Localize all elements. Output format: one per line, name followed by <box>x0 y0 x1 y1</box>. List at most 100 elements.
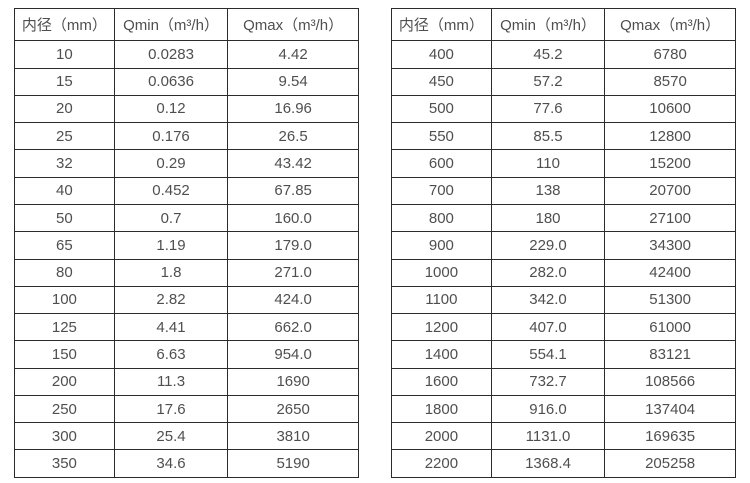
table-cell: 800 <box>391 203 492 233</box>
table-cell: 1000 <box>391 258 492 287</box>
table-cell: 700 <box>391 176 492 205</box>
table-cell: 229.0 <box>490 231 606 260</box>
table-row: 900 229.0 34300 <box>391 231 736 260</box>
table-cell: 169635 <box>604 422 736 451</box>
table-cell: 85.5 <box>490 122 606 151</box>
table-cell: 1200 <box>391 313 492 342</box>
table-cell: 11.3 <box>113 367 229 396</box>
table-cell: 25.4 <box>113 422 229 451</box>
table-row: 20 0.12 16.96 <box>14 94 359 124</box>
table-cell: 2000 <box>391 422 492 451</box>
table-cell: 0.29 <box>113 149 229 178</box>
table-row: 1200 407.0 61000 <box>391 313 736 342</box>
table-cell: 4.41 <box>113 313 229 342</box>
table-cell: 250 <box>14 394 115 424</box>
table-row: 50 0.7 160.0 <box>14 203 359 233</box>
table-row: 2000 1131.0 169635 <box>391 422 736 451</box>
table-row: 1600 732.7 108566 <box>391 367 736 396</box>
table-row: 10 0.0283 4.42 <box>14 40 359 69</box>
table-row: 1000 282.0 42400 <box>391 258 736 287</box>
table-cell: 0.176 <box>113 122 229 151</box>
flow-table-left: 内径（mm） Qmin（m³/h） Qmax（m³/h） 10 0.0283 4.42 15… <box>14 7 359 478</box>
table-cell: 138 <box>490 176 606 205</box>
table-cell: 61000 <box>604 313 736 342</box>
table-cell: 27100 <box>604 203 736 233</box>
table-row: 32 0.29 43.42 <box>14 149 359 178</box>
table-cell: 20 <box>14 94 115 124</box>
header-cell: Qmax（m³/h） <box>227 7 359 42</box>
table-cell: 15200 <box>604 149 736 178</box>
table-row: 1800 916.0 137404 <box>391 394 736 424</box>
table-cell: 916.0 <box>490 394 606 424</box>
table-row: 800 180 27100 <box>391 203 736 233</box>
table-cell: 34300 <box>604 231 736 260</box>
table-cell: 1.8 <box>113 258 229 287</box>
header-cell: Qmin（m³/h） <box>113 7 229 42</box>
table-cell: 1368.4 <box>490 449 606 478</box>
table-row: 80 1.8 271.0 <box>14 258 359 287</box>
table-cell: 300 <box>14 422 115 451</box>
table-cell: 1100 <box>391 285 492 315</box>
table-row: 125 4.41 662.0 <box>14 313 359 342</box>
table-cell: 0.452 <box>113 176 229 205</box>
table-cell: 16.96 <box>227 94 359 124</box>
table-row: 1100 342.0 51300 <box>391 285 736 315</box>
table-cell: 180 <box>490 203 606 233</box>
table-cell: 17.6 <box>113 394 229 424</box>
table-cell: 160.0 <box>227 203 359 233</box>
table-row: 15 0.0636 9.54 <box>14 67 359 96</box>
header-cell: 内径（mm） <box>14 7 115 42</box>
table-row: 65 1.19 179.0 <box>14 231 359 260</box>
table-row: 500 77.6 10600 <box>391 94 736 124</box>
table-cell: 1690 <box>227 367 359 396</box>
table-cell: 45.2 <box>490 40 606 69</box>
table-row: 150 6.63 954.0 <box>14 340 359 369</box>
table-cell: 1.19 <box>113 231 229 260</box>
table-row: 2200 1368.4 205258 <box>391 449 736 478</box>
table-cell: 43.42 <box>227 149 359 178</box>
table-cell: 40 <box>14 176 115 205</box>
table-cell: 150 <box>14 340 115 369</box>
table-cell: 0.12 <box>113 94 229 124</box>
table-cell: 83121 <box>604 340 736 369</box>
table-cell: 67.85 <box>227 176 359 205</box>
header-row: 内径（mm） Qmin（m³/h） Qmax（m³/h） <box>14 7 359 42</box>
table-cell: 732.7 <box>490 367 606 396</box>
table-cell: 9.54 <box>227 67 359 96</box>
table-cell: 282.0 <box>490 258 606 287</box>
table-cell: 42400 <box>604 258 736 287</box>
table-cell: 26.5 <box>227 122 359 151</box>
table-cell: 57.2 <box>490 67 606 96</box>
table-cell: 65 <box>14 231 115 260</box>
table-cell: 271.0 <box>227 258 359 287</box>
table-cell: 110 <box>490 149 606 178</box>
table-row: 550 85.5 12800 <box>391 122 736 151</box>
table-cell: 1131.0 <box>490 422 606 451</box>
table-cell: 15 <box>14 67 115 96</box>
table-row: 1400 554.1 83121 <box>391 340 736 369</box>
table-row: 600 110 15200 <box>391 149 736 178</box>
header-cell: Qmax（m³/h） <box>604 7 736 42</box>
table-row: 700 138 20700 <box>391 176 736 205</box>
table-cell: 6.63 <box>113 340 229 369</box>
table-cell: 200 <box>14 367 115 396</box>
table-cell: 900 <box>391 231 492 260</box>
header-cell: 内径（mm） <box>391 7 492 42</box>
table-cell: 350 <box>14 449 115 478</box>
table-cell: 424.0 <box>227 285 359 315</box>
table-cell: 1400 <box>391 340 492 369</box>
table-cell: 205258 <box>604 449 736 478</box>
table-cell: 1600 <box>391 367 492 396</box>
table-cell: 2.82 <box>113 285 229 315</box>
table-cell: 6780 <box>604 40 736 69</box>
table-cell: 10600 <box>604 94 736 124</box>
table-cell: 662.0 <box>227 313 359 342</box>
table-cell: 32 <box>14 149 115 178</box>
table-row: 300 25.4 3810 <box>14 422 359 451</box>
table-cell: 554.1 <box>490 340 606 369</box>
table-cell: 500 <box>391 94 492 124</box>
table-cell: 954.0 <box>227 340 359 369</box>
table-cell: 20700 <box>604 176 736 205</box>
table-cell: 407.0 <box>490 313 606 342</box>
